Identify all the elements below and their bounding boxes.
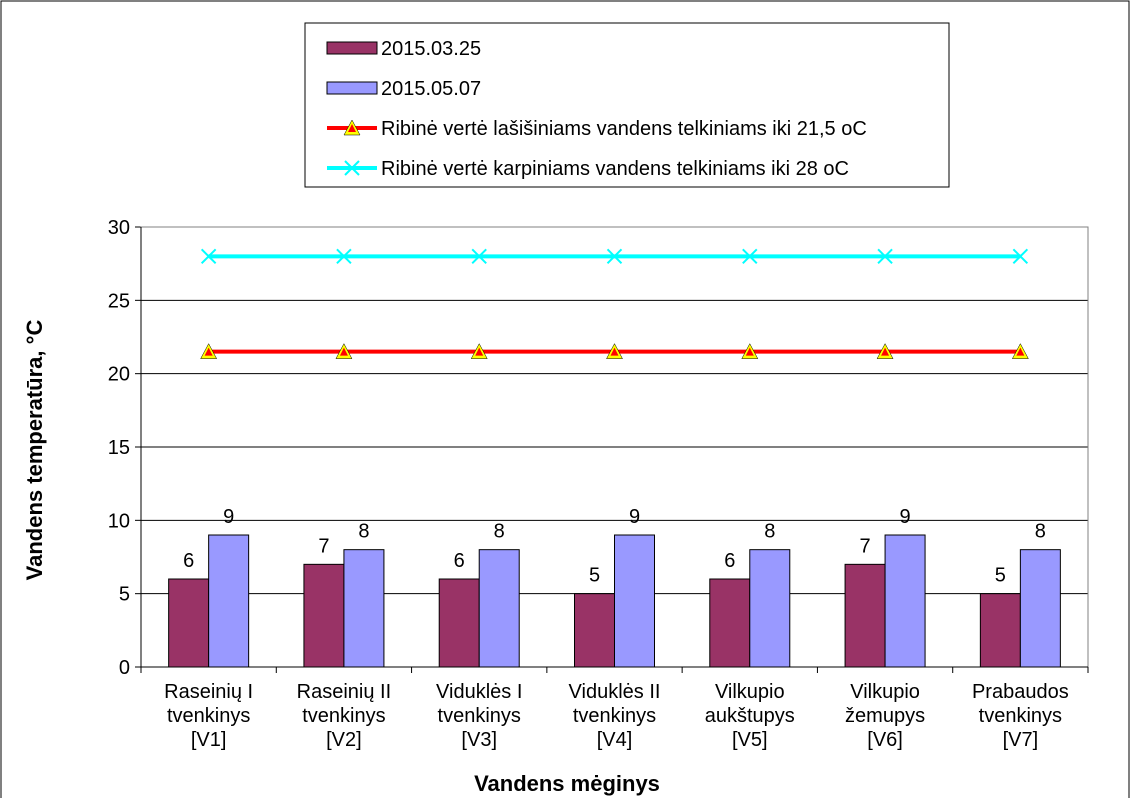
line-marker [344, 160, 360, 176]
legend-swatch [326, 41, 378, 55]
data-label: 7 [318, 535, 329, 557]
data-label: 5 [589, 565, 600, 587]
bar [1019, 549, 1061, 668]
y-tick-label: 10 [108, 510, 130, 532]
line-marker [200, 248, 217, 265]
y-tick-label: 30 [108, 217, 130, 239]
x-tick-label: Raseinių II tvenkinys [V2] [297, 681, 392, 751]
bar [844, 563, 886, 668]
data-label: 8 [764, 521, 775, 543]
y-axis-label: Vandens temperatūra, °C [22, 320, 47, 581]
bar [884, 534, 926, 668]
x-tick-label-line: Viduklės I [436, 681, 522, 703]
bar [709, 578, 751, 668]
bar [168, 578, 210, 668]
legend-label: Ribinė vertė karpiniams vandens telkinia… [381, 158, 849, 180]
x-tick-label: Prabaudos tvenkinys [V7] [972, 681, 1069, 751]
x-tick-label-line: Raseinių I [164, 681, 253, 703]
y-tick-label: 20 [108, 364, 130, 386]
legend-label: 2015.05.07 [381, 78, 481, 100]
line-marker-inner [204, 347, 213, 356]
data-label: 7 [860, 535, 871, 557]
y-tick-label: 5 [119, 584, 130, 606]
x-tick-label-line: [V6] [867, 729, 903, 751]
x-tick-label-line: tvenkinys [302, 705, 385, 727]
line-marker-inner [881, 347, 890, 356]
line-marker-inner [1016, 347, 1025, 356]
x-tick-label: Vilkupio aukštupys [V5] [705, 681, 795, 751]
legend-label: 2015.03.25 [381, 38, 481, 60]
bar [614, 534, 655, 668]
y-tick-label: 25 [108, 290, 130, 312]
x-tick-label-line: [V3] [461, 729, 497, 751]
x-tick-label-line: žemupys [845, 705, 925, 727]
bar [343, 549, 385, 668]
line-marker-inner [475, 347, 484, 356]
bar [979, 593, 1021, 668]
line-marker [606, 248, 623, 265]
data-label: 5 [995, 565, 1006, 587]
data-label: 8 [1035, 521, 1046, 543]
y-tick-label: 15 [108, 437, 130, 459]
data-label: 6 [183, 550, 194, 572]
data-label: 9 [223, 506, 234, 528]
bar [574, 593, 615, 668]
bar [208, 534, 250, 668]
x-tick-label-line: Viduklės II [569, 681, 661, 703]
data-label: 8 [358, 521, 369, 543]
line-marker [742, 248, 758, 265]
x-tick-label: Viduklės II tvenkinys [V4] [569, 681, 661, 751]
y-tick-label: 0 [119, 657, 130, 679]
bar [438, 578, 480, 668]
data-label: 6 [454, 550, 465, 572]
x-tick-label: Vilkupio žemupys [V6] [845, 681, 925, 751]
legend: 2015.03.25 2015.05.07 Ribinė vertė lašišin… [304, 22, 950, 188]
bar [303, 563, 345, 668]
line-marker-inner [339, 347, 348, 356]
x-tick-label-line: [V2] [326, 729, 362, 751]
x-tick-label-line: [V1] [191, 729, 227, 751]
x-tick-label-line: Vilkupio [850, 681, 920, 703]
x-tick-label-line: [V4] [597, 729, 633, 751]
x-tick-label-line: tvenkinys [167, 705, 250, 727]
x-tick-label-line: [V5] [732, 729, 768, 751]
x-axis-label: Vandens mėginys [474, 771, 660, 796]
line-marker-inner [610, 347, 619, 356]
line-marker [336, 248, 352, 265]
line-marker [471, 248, 487, 265]
data-label: 9 [629, 506, 640, 528]
x-tick-label-line: tvenkinys [979, 705, 1062, 727]
data-label: 6 [724, 550, 735, 572]
bar [478, 549, 520, 668]
x-tick-label-line: Prabaudos [972, 681, 1069, 703]
data-label: 8 [494, 521, 505, 543]
line-marker-inner [745, 347, 754, 356]
line-marker [877, 248, 893, 265]
x-tick-label-line: tvenkinys [438, 705, 521, 727]
legend-box [304, 22, 950, 188]
legend-swatch [326, 81, 378, 95]
line-marker-inner [348, 124, 356, 132]
x-tick-label-line: [V7] [1003, 729, 1039, 751]
x-tick-label-line: tvenkinys [573, 705, 656, 727]
legend-label: Ribinė vertė lašišiniams vandens telkini… [381, 118, 867, 140]
x-tick-label-line: aukštupys [705, 705, 795, 727]
bar [749, 549, 791, 668]
line-marker [1012, 248, 1029, 265]
x-tick-label-line: Raseinių II [297, 681, 392, 703]
x-tick-label-line: Vilkupio [715, 681, 785, 703]
data-label: 9 [900, 506, 911, 528]
